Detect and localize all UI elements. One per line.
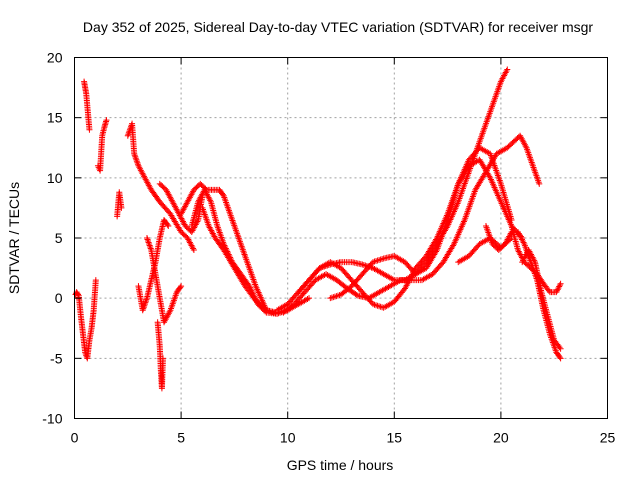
data-point [146,242,153,249]
x-axis-label: GPS time / hours [287,457,394,473]
x-tick-label: 15 [387,430,403,446]
axis-ticks [74,57,608,419]
x-tick-labels: 0 5 10 15 20 25 [71,430,616,446]
data-point [328,294,335,301]
data-point [177,284,184,291]
data-point [103,117,110,124]
data-point [556,344,563,351]
data-point [336,292,343,299]
series-arc18 [482,222,515,254]
data-point [557,280,564,287]
data-point [143,235,150,241]
data-point [145,238,152,245]
y-tick-label: 0 [55,290,63,306]
data-point [330,294,337,301]
series-arc15 [295,144,515,311]
data-point [555,284,562,291]
grid-lines [74,57,608,419]
data-point [333,293,340,300]
y-tick-label: -5 [50,350,63,366]
data-point [75,291,82,298]
data-point [178,283,185,290]
y-tick-label: 10 [47,170,63,186]
x-tick-label: 0 [71,430,79,446]
series-arc10 [178,180,291,316]
data-point [359,261,366,268]
series-arc3 [94,117,110,174]
data-point [131,152,138,159]
data-point [92,277,99,284]
data-point [545,287,552,294]
data-point [132,155,139,162]
series-arc4 [114,189,125,220]
data-point [306,295,313,302]
data-points [72,66,564,392]
data-point [557,355,564,362]
series-arc2 [81,78,93,133]
series-arc7 [143,235,185,326]
data-point [379,255,386,262]
data-point [553,289,560,296]
y-tick-label: 15 [47,110,63,126]
data-point [556,283,563,290]
data-point [165,222,172,229]
series-arc1 [72,277,99,362]
y-tick-label: 20 [47,50,63,66]
data-point [147,245,154,252]
y-tick-labels: -10 -5 0 5 10 15 20 [42,50,62,427]
data-point [118,204,125,211]
data-point [554,287,561,294]
series-arc14 [280,132,543,316]
data-point [144,236,151,243]
data-point [374,302,381,309]
data-point [132,153,139,160]
data-point [133,158,140,165]
data-point [164,221,171,228]
data-point [219,191,226,198]
x-tick-label: 25 [600,430,616,446]
data-point [133,156,140,163]
data-point [159,355,166,362]
data-point [86,126,93,133]
data-point [556,282,563,289]
y-tick-label: -10 [42,411,62,427]
data-point [536,180,543,187]
data-point [376,303,383,310]
data-point [557,345,564,352]
y-tick-label: 5 [55,230,63,246]
data-point [377,256,384,263]
series-arc12 [199,204,281,317]
data-point [146,241,153,248]
data-point [374,257,381,264]
data-point [124,132,131,139]
series-arc8 [154,319,166,392]
series-arc5 [124,120,197,254]
x-tick-label: 10 [280,430,296,446]
data-point [376,257,383,264]
data-point [504,66,511,73]
y-axis-label: SDTVAR / TECUs [6,182,22,294]
data-point [331,293,338,300]
data-point [556,354,563,361]
data-point [145,239,152,246]
series-arc16 [327,156,526,302]
x-tick-label: 20 [493,430,509,446]
data-point [147,244,154,251]
data-point [143,296,150,303]
chart-title: Day 352 of 2025, Sidereal Day-to-day VTE… [83,19,593,35]
x-tick-label: 5 [177,430,185,446]
data-point [554,286,561,293]
series-arc21 [519,247,564,352]
data-point [327,295,334,302]
data-point [353,291,360,298]
series-arc6 [135,216,172,314]
data-point [190,247,197,254]
